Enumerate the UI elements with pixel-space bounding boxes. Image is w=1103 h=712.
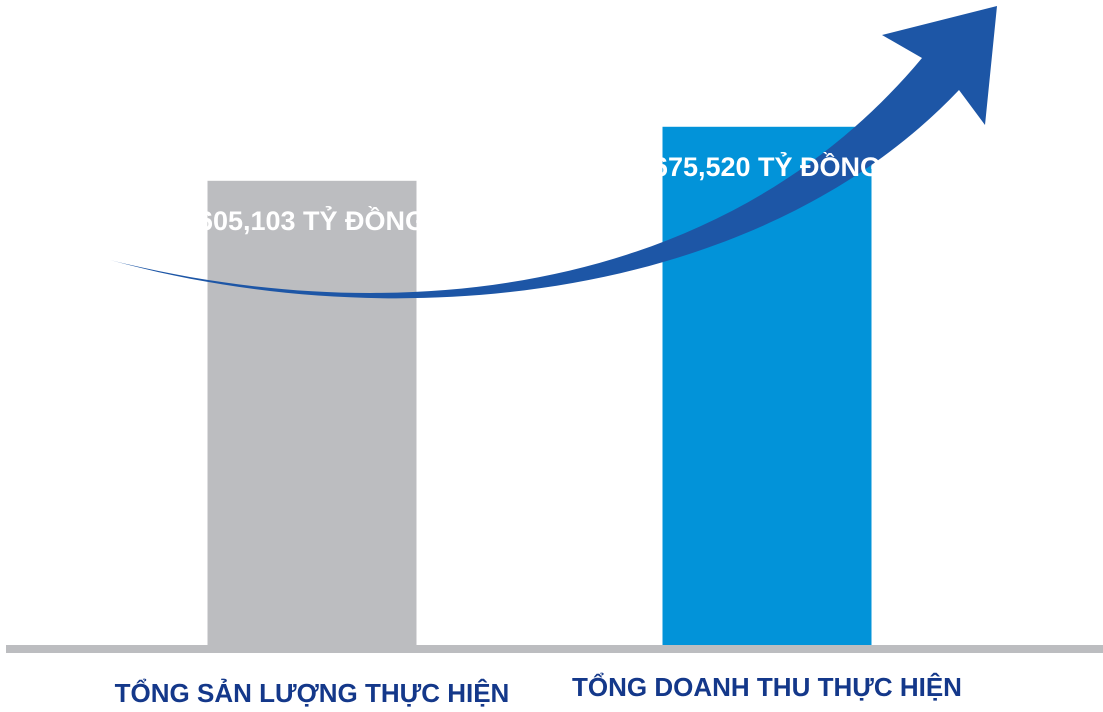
bar-1 — [207, 180, 417, 645]
trend-arrow — [110, 6, 997, 299]
bar-value-label-2: 675,520 TỶ ĐỒNG — [653, 150, 881, 182]
category-label-1: TỔNG SẢN LƯỢNG THỰC HIỆN — [115, 678, 510, 708]
bar-value-label-1: 605,103 TỶ ĐỒNG — [198, 204, 426, 236]
trend-arrow-shape — [110, 6, 997, 299]
category-label-2: TỔNG DOANH THU THỰC HIỆN — [572, 672, 962, 702]
baseline-axis — [6, 645, 1103, 653]
labels-layer: 605,103 TỶ ĐỒNG TỔNG SẢN LƯỢNG THỰC HIỆN 6… — [115, 150, 962, 708]
